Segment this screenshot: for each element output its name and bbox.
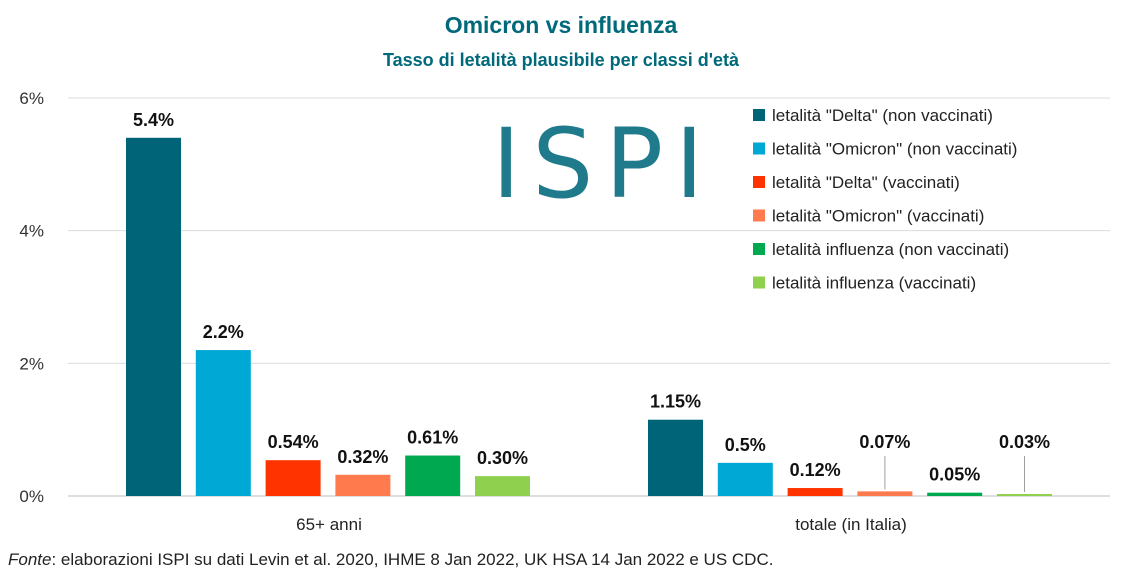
legend-label: letalità "Delta" (vaccinati) — [772, 173, 960, 192]
legend-swatch — [753, 109, 765, 121]
source-note: Fonte: elaborazioni ISPI su dati Levin e… — [8, 550, 773, 570]
y-tick-label: 6% — [19, 89, 44, 108]
bar — [717, 462, 773, 496]
data-label: 0.05% — [929, 465, 980, 485]
legend-label: letalità "Omicron" (non vaccinati) — [772, 140, 1017, 159]
legend-label: letalità "Delta" (non vaccinati) — [772, 106, 993, 125]
legend-label: letalità "Omicron" (vaccinati) — [772, 207, 984, 226]
legend: letalità "Delta" (non vaccinati) letalità… — [753, 106, 1017, 293]
data-label: 1.15% — [650, 392, 701, 412]
data-label: 0.30% — [477, 448, 528, 468]
legend-swatch — [753, 243, 765, 255]
legend-swatch — [753, 209, 765, 222]
bar — [475, 476, 530, 496]
legend-swatch — [753, 176, 765, 188]
y-tick-label: 2% — [19, 354, 44, 373]
data-label: 5.4% — [133, 110, 174, 130]
data-label: 0.12% — [790, 460, 841, 480]
bars — [126, 137, 1052, 497]
bar — [648, 419, 703, 496]
chart-title: Omicron vs influenza — [444, 12, 678, 38]
bar — [857, 491, 913, 496]
y-tick-label: 0% — [19, 487, 44, 506]
chart-subtitle: Tasso di letalità plausibile per classi … — [382, 50, 740, 70]
x-tick-label: 65+ anni — [296, 515, 362, 534]
data-label: 0.61% — [407, 428, 458, 448]
bar — [195, 350, 251, 496]
data-label: 2.2% — [203, 322, 244, 342]
bar — [997, 494, 1052, 496]
bar — [787, 488, 843, 496]
legend-label: letalità influenza (non vaccinati) — [772, 240, 1009, 259]
source-prefix: Fonte — [8, 550, 52, 569]
legend-label: letalità influenza (vaccinati) — [772, 274, 976, 293]
source-text: : elaborazioni ISPI su dati Levin et al.… — [51, 550, 774, 569]
bar — [335, 474, 391, 496]
legend-swatch — [753, 276, 765, 289]
ispi-logo: ISPI — [492, 108, 716, 220]
x-axis-ticks: 65+ anni totale (in Italia) — [296, 515, 907, 534]
bar — [927, 492, 983, 496]
bar — [265, 460, 321, 496]
bar — [405, 455, 461, 496]
bar-chart: 0% 2% 4% 6% 5.4% 1.15% 2.2% 0.5% 0.54% 0.12% 0.32… — [19, 89, 1110, 534]
y-axis-ticks: 0% 2% 4% 6% — [19, 89, 44, 506]
data-label: 0.32% — [337, 447, 388, 467]
data-label: 0.03% — [999, 432, 1050, 452]
data-label: 0.5% — [725, 435, 766, 455]
bar — [126, 137, 181, 497]
data-label: 0.54% — [268, 432, 319, 452]
y-tick-label: 4% — [19, 222, 44, 241]
x-tick-label: totale (in Italia) — [795, 515, 907, 534]
data-labels: 5.4% 1.15% 2.2% 0.5% 0.54% 0.12% 0.32% 0.07% 0.6… — [133, 110, 1050, 493]
data-label: 0.07% — [859, 432, 910, 452]
legend-swatch — [753, 142, 765, 155]
